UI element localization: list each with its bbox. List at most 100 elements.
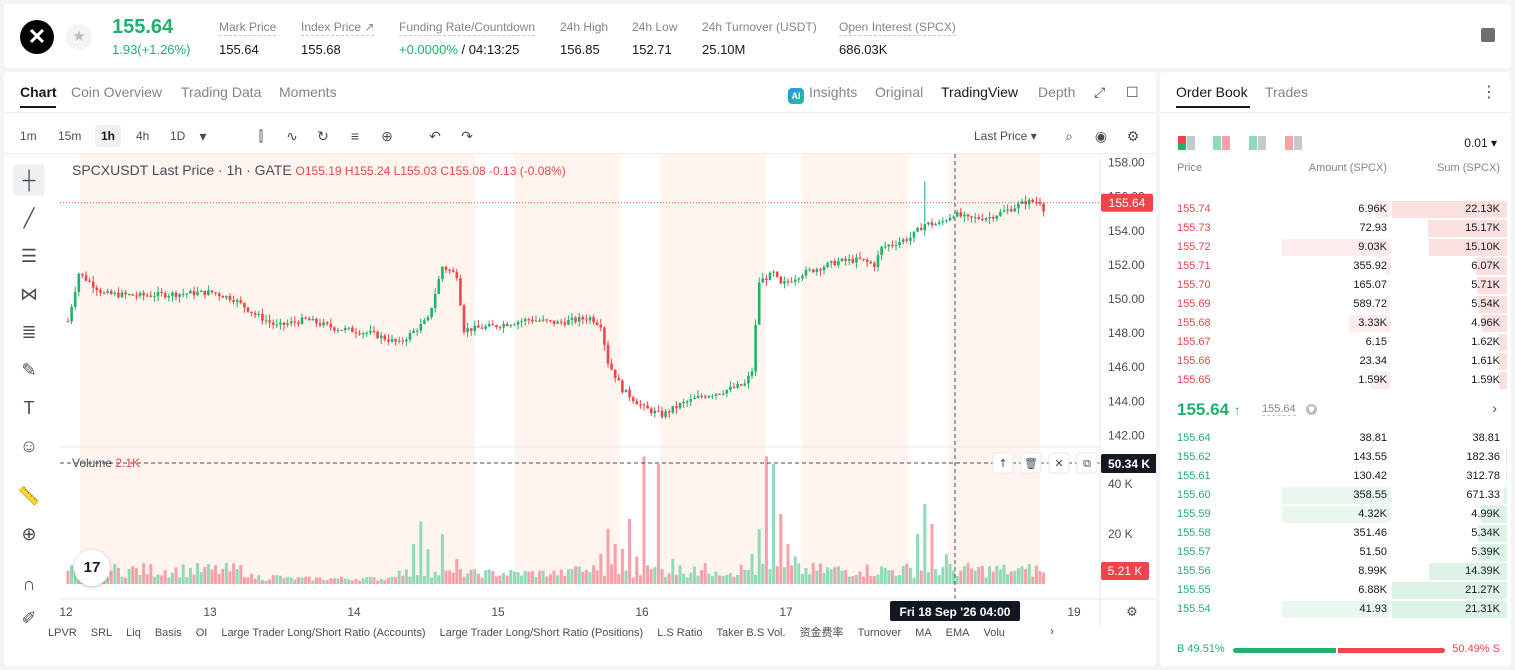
- camera-icon[interactable]: ◉: [1094, 128, 1108, 144]
- ask-row[interactable]: 155.68 3.33K 4.96K: [1160, 314, 1511, 333]
- window-icon[interactable]: ☐: [1126, 84, 1139, 100]
- emoji-icon[interactable]: ☺: [19, 436, 39, 456]
- bid-row[interactable]: 155.56 8.99K 14.39K: [1160, 562, 1511, 581]
- indicators-icon[interactable]: ∿: [286, 128, 298, 144]
- ask-row[interactable]: 155.65 1.59K 1.59K: [1160, 371, 1511, 390]
- view-both-icon[interactable]: [1178, 136, 1196, 150]
- redo-icon[interactable]: ↷: [461, 128, 473, 144]
- indicator-10[interactable]: Turnover: [857, 627, 902, 639]
- stat-mark-price[interactable]: Mark Price 155.64: [219, 18, 277, 57]
- tradingview-logo[interactable]: 17: [74, 550, 110, 586]
- indicator-2[interactable]: Liq: [126, 627, 141, 639]
- indicator-8[interactable]: Taker B.S Vol.: [716, 627, 786, 639]
- candle-body: [995, 215, 999, 219]
- pattern-icon[interactable]: ⋈: [20, 284, 38, 304]
- price-type-select[interactable]: Last Price ▾: [974, 129, 1037, 143]
- templates-icon[interactable]: ≡: [350, 128, 360, 144]
- tab-trades[interactable]: Trades: [1265, 84, 1309, 100]
- text-tool-icon[interactable]: T: [23, 398, 35, 418]
- search-icon[interactable]: ⌕: [1065, 128, 1073, 144]
- price-chart[interactable]: SPCXUSDT Last Price · 1h · GATE O155.19 …: [60, 154, 1156, 626]
- ask-row[interactable]: 155.67 6.15 1.62K: [1160, 333, 1511, 352]
- candle-body: [880, 246, 883, 256]
- bid-row[interactable]: 155.57 51.50 5.39K: [1160, 543, 1511, 562]
- tab-order-book[interactable]: Order Book: [1176, 84, 1248, 100]
- chevron-right-icon[interactable]: ›: [1050, 624, 1054, 638]
- view-bids-icon[interactable]: [1249, 136, 1267, 150]
- ask-row[interactable]: 155.71 355.92 6.07K: [1160, 257, 1511, 276]
- interval-15m[interactable]: 15m: [58, 129, 82, 143]
- zoom-in-icon[interactable]: ⊕: [21, 524, 37, 544]
- tab-depth[interactable]: Depth: [1038, 84, 1076, 100]
- lock-drawings-icon[interactable]: ✐: [21, 608, 37, 628]
- row-sum: 182.36: [1466, 451, 1500, 463]
- tab-moments[interactable]: Moments: [279, 84, 337, 100]
- bid-row[interactable]: 155.61 130.42 312.78: [1160, 467, 1511, 486]
- crosshair-icon[interactable]: ┼: [13, 164, 45, 196]
- ask-row[interactable]: 155.72 9.03K 15.10K: [1160, 238, 1511, 257]
- indicator-5[interactable]: Large Trader Long/Short Ratio (Accounts): [221, 627, 426, 639]
- chevron-right-icon[interactable]: ›: [1492, 400, 1497, 416]
- tab-insights[interactable]: AI Insights: [788, 84, 857, 104]
- tab-original[interactable]: Original: [875, 84, 924, 100]
- interval-dropdown-icon[interactable]: ▾: [199, 128, 207, 144]
- interval-1h[interactable]: 1h: [95, 125, 122, 147]
- bid-row[interactable]: 155.60 358.55 671.33: [1160, 486, 1511, 505]
- interval-4h[interactable]: 4h: [136, 129, 150, 143]
- indicator-4[interactable]: OI: [195, 627, 208, 639]
- volume-bar: [829, 569, 833, 584]
- indicator-1[interactable]: SRL: [90, 627, 113, 639]
- indicator-13[interactable]: Volu: [983, 627, 1005, 639]
- ask-row[interactable]: 155.74 6.96K 22.13K: [1160, 200, 1511, 219]
- ask-row[interactable]: 155.66 23.34 1.61K: [1160, 352, 1511, 371]
- tab-trading-data[interactable]: Trading Data: [181, 84, 262, 100]
- indicator-9[interactable]: 资金费率: [799, 627, 844, 639]
- gear-icon[interactable]: ⚙: [1126, 128, 1140, 144]
- indicator-0[interactable]: LPVR: [48, 627, 77, 639]
- interval-1d[interactable]: 1D: [170, 129, 186, 143]
- bid-row[interactable]: 155.62 143.55 182.36: [1160, 448, 1511, 467]
- indicator-12[interactable]: EMA: [945, 627, 970, 639]
- more-icon[interactable]: ⋮: [1481, 84, 1497, 101]
- ruler-icon[interactable]: 📏: [17, 486, 41, 506]
- ask-row[interactable]: 155.69 589.72 5.54K: [1160, 295, 1511, 314]
- expand-icon[interactable]: ⤢: [1094, 84, 1106, 100]
- view-asks-icon[interactable]: [1285, 136, 1303, 150]
- ob-last-price[interactable]: 155.64 ↑: [1177, 400, 1241, 420]
- tab-tradingview[interactable]: TradingView: [941, 84, 1019, 100]
- ask-row[interactable]: 155.73 72.93 15.17K: [1160, 219, 1511, 238]
- horizontal-lines-icon[interactable]: ☰: [20, 246, 38, 266]
- candle-body: [923, 224, 927, 231]
- magnet-icon[interactable]: ∩: [22, 574, 36, 594]
- undo-icon[interactable]: ↶: [429, 128, 441, 144]
- compare-icon[interactable]: ↻: [317, 128, 329, 144]
- view-bids-asks-icon[interactable]: [1213, 136, 1231, 150]
- volume-bar: [422, 575, 426, 584]
- indicator-6[interactable]: Large Trader Long/Short Ratio (Positions…: [439, 627, 644, 639]
- candle-body: [642, 404, 646, 406]
- guide-book-icon[interactable]: [1481, 28, 1495, 42]
- fib-retracement-icon[interactable]: ≣: [21, 322, 37, 342]
- tab-coin-overview[interactable]: Coin Overview: [71, 84, 163, 100]
- row-price: 155.55: [1177, 584, 1211, 596]
- stat-index-price[interactable]: Index Price ↗ 155.68: [301, 18, 375, 57]
- add-alert-icon[interactable]: ⊕: [381, 128, 393, 144]
- interval-1m[interactable]: 1m: [20, 129, 37, 143]
- stat-funding-rate[interactable]: Funding Rate/Countdown +0.0000% / 04:13:…: [399, 18, 536, 57]
- tab-chart[interactable]: Chart: [20, 84, 57, 100]
- precision-select[interactable]: 0.01 ▾: [1464, 136, 1497, 150]
- indicator-11[interactable]: MA: [915, 627, 932, 639]
- bid-row[interactable]: 155.64 38.81 38.81: [1160, 429, 1511, 448]
- bid-row[interactable]: 155.54 41.93 21.31K: [1160, 600, 1511, 619]
- indicator-3[interactable]: Basis: [154, 627, 182, 639]
- bid-row[interactable]: 155.59 4.32K 4.99K: [1160, 505, 1511, 524]
- bid-row[interactable]: 155.58 351.46 5.34K: [1160, 524, 1511, 543]
- favorite-star-icon[interactable]: ★: [66, 24, 92, 50]
- ask-row[interactable]: 155.70 165.07 5.71K: [1160, 276, 1511, 295]
- candle-type-icon[interactable]: ⫿: [258, 128, 264, 144]
- brush-icon[interactable]: ✎: [21, 360, 37, 380]
- indicator-7[interactable]: L.S Ratio: [657, 627, 703, 639]
- bid-row[interactable]: 155.55 6.88K 21.27K: [1160, 581, 1511, 600]
- trend-line-icon[interactable]: ╱: [23, 208, 35, 228]
- stat-open-interest[interactable]: Open Interest (SPCX) 686.03K: [839, 18, 956, 57]
